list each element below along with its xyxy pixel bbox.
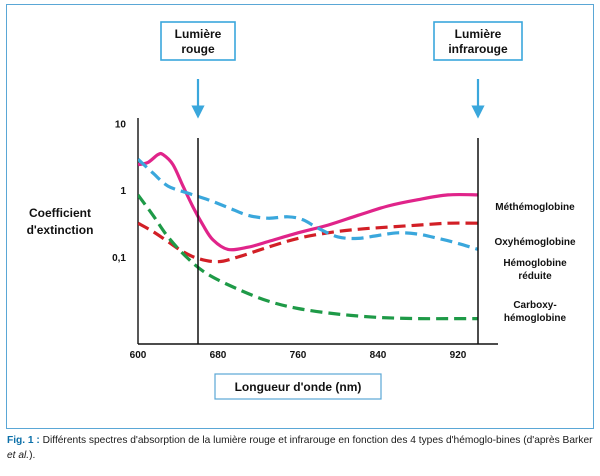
figure-frame bbox=[6, 4, 594, 429]
series-labels: Méthémoglobine Oxyhémoglobine Hémoglobine r… bbox=[494, 202, 576, 324]
curve-hemoglobine-reduite bbox=[138, 158, 479, 251]
series-label-oxyhemoglobine: Oxyhémoglobine bbox=[494, 237, 576, 248]
caption-label: Fig. 1 : bbox=[7, 435, 40, 446]
infrared-light-label-line-2: infrarouge bbox=[448, 42, 508, 56]
curve-carboxyhemoglobine bbox=[138, 193, 478, 321]
y-tick-label-2: 0,1 bbox=[112, 253, 126, 264]
x-tick-label-600: 600 bbox=[130, 350, 147, 361]
x-tick-label-840: 840 bbox=[370, 350, 387, 361]
infrared-light-box bbox=[433, 21, 523, 61]
y-axis-title-line-1: Coefficient bbox=[29, 206, 91, 220]
curves bbox=[138, 151, 479, 321]
x-tick-label-760: 760 bbox=[290, 350, 307, 361]
figure-caption: Fig. 1 : Différents spectres d'absorptio… bbox=[7, 433, 597, 463]
curve-oxyhemoglobine bbox=[138, 221, 479, 264]
red-light-label-line-1: Lumière bbox=[175, 27, 222, 41]
y-tick-label-0: 10 bbox=[115, 119, 127, 130]
red-light-label-line-2: rouge bbox=[181, 42, 215, 56]
caption-italic: et al. bbox=[7, 450, 30, 461]
series-label-carboxyhemoglobine-line-1: Carboxy- bbox=[513, 300, 556, 311]
x-axis-title-box: Longueur d'onde (nm) bbox=[214, 373, 382, 400]
x-axis-title: Longueur d'onde (nm) bbox=[235, 380, 362, 394]
series-label-hemoglobine-reduite-line-2: réduite bbox=[518, 271, 552, 282]
curve-methemoglobine bbox=[138, 151, 479, 252]
x-tick-label-920: 920 bbox=[450, 350, 467, 361]
tick-labels: 600 680 760 840 920 10 1 0,1 bbox=[112, 119, 467, 361]
series-label-carboxyhemoglobine-line-2: hémoglobine bbox=[504, 313, 567, 324]
y-axis-title: Coefficient d'extinction bbox=[27, 206, 94, 237]
series-label-methemoglobine: Méthémoglobine bbox=[495, 202, 575, 213]
series-label-hemoglobine-reduite-line-1: Hémoglobine bbox=[503, 258, 567, 269]
y-axis-title-line-2: d'extinction bbox=[27, 223, 94, 237]
x-tick-label-680: 680 bbox=[210, 350, 227, 361]
y-tick-label-1: 1 bbox=[120, 186, 126, 197]
red-light-box bbox=[160, 21, 236, 61]
caption-text: Différents spectres d'absorption de la l… bbox=[42, 435, 593, 446]
infrared-light-label-line-1: Lumière bbox=[455, 27, 502, 41]
caption-end: ). bbox=[29, 450, 36, 461]
x-axis-title-border bbox=[214, 373, 382, 400]
wavelength-markers bbox=[197, 138, 479, 344]
